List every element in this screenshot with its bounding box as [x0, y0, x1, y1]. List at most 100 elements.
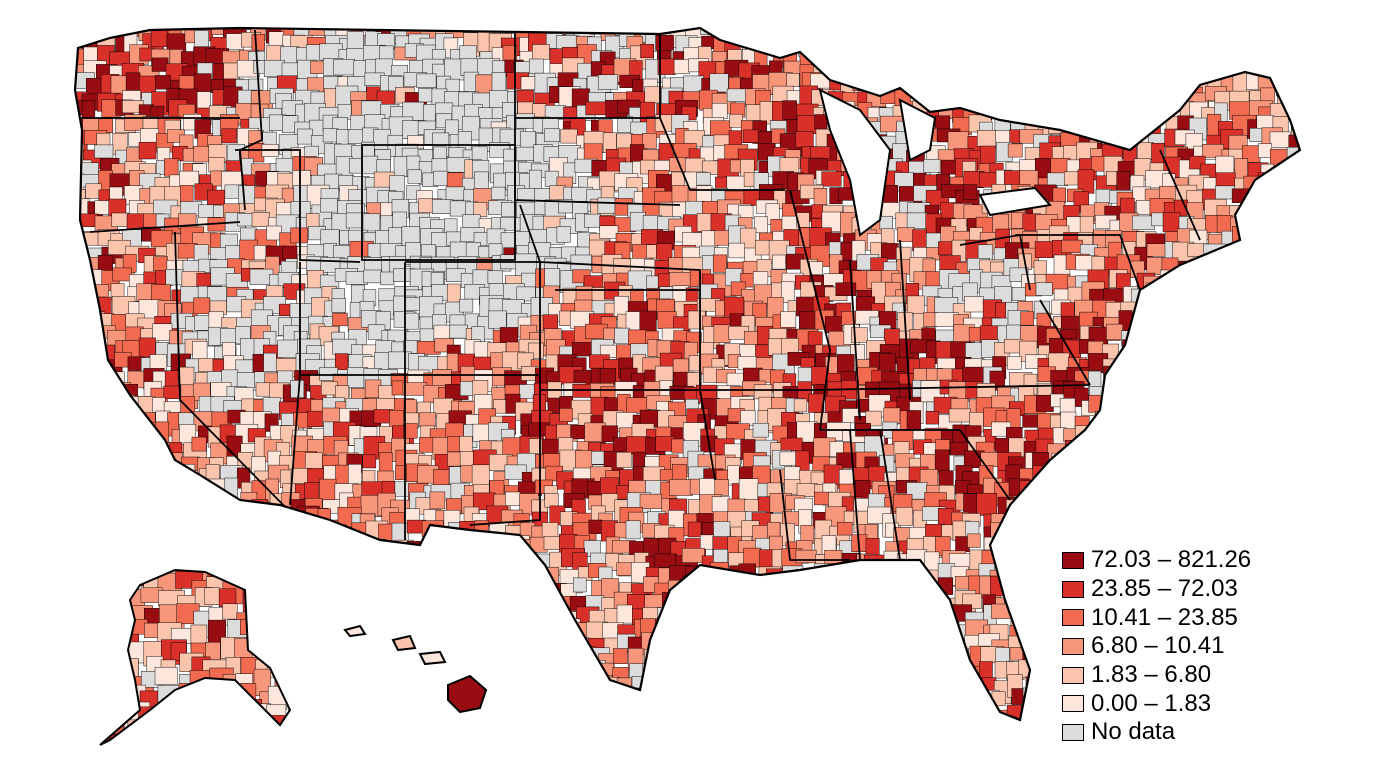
county-cell: [1033, 687, 1048, 707]
county-cell: [1241, 215, 1264, 230]
county-cell: [1260, 596, 1275, 618]
county-cell: [94, 634, 117, 651]
county-cell: [1232, 243, 1248, 263]
county-cell: [885, 569, 901, 587]
county-cell: [513, 719, 528, 720]
county-cell: [1203, 499, 1219, 522]
county-cell: [393, 604, 408, 620]
county-cell: [1165, 453, 1180, 478]
county-cell: [924, 87, 948, 102]
county-cell: [628, 707, 646, 720]
county-cell: [1229, 33, 1244, 57]
county-cell: [710, 663, 726, 688]
county-cell: [250, 621, 270, 641]
county-cell: [924, 30, 938, 45]
county-cell: [922, 258, 936, 274]
county-cell: [936, 85, 959, 106]
county-cell: [856, 594, 881, 611]
county-cell: [83, 695, 107, 718]
county-cell: [1132, 331, 1151, 348]
county-cell: [1065, 512, 1080, 530]
county-cell: [934, 449, 950, 472]
county-cell: [864, 638, 886, 657]
county-cell: [1299, 663, 1300, 687]
county-cell: [1297, 478, 1300, 494]
county-cell: [938, 57, 960, 82]
county-cell: [514, 253, 539, 277]
county-cell: [768, 680, 789, 696]
county-cell: [948, 709, 971, 720]
county-cell: [75, 631, 86, 657]
county-cell: [1241, 395, 1257, 417]
county-cell: [1206, 485, 1223, 503]
county-cell: [249, 539, 270, 558]
county-cell: [1163, 525, 1179, 542]
county-cell: [1033, 260, 1047, 275]
county-cell: [1017, 592, 1034, 612]
county-cell: [1263, 637, 1278, 656]
county-cell: [1270, 394, 1289, 418]
county-cell: [1303, 178, 1320, 201]
county-cell: [1095, 411, 1119, 434]
county-cell: [739, 705, 756, 720]
county-cell: [86, 702, 111, 720]
county-cell: [79, 651, 95, 669]
county-cell: [1161, 379, 1179, 400]
county-cell: [1301, 275, 1324, 299]
county-cell: [1103, 409, 1120, 432]
county-cell: [515, 649, 530, 666]
county-cell: [727, 648, 747, 663]
county-cell: [250, 734, 270, 745]
county-cell: [1009, 548, 1033, 571]
county-cell: [406, 548, 422, 568]
county-cell: [868, 706, 887, 720]
county-cell: [906, 212, 928, 229]
county-cell: [209, 715, 225, 720]
county-cell: [1011, 688, 1031, 705]
county-cell: [75, 709, 82, 720]
legend-swatch: [1062, 609, 1084, 627]
county-cell: [1190, 369, 1214, 392]
county-cell: [99, 578, 120, 600]
county-cell: [795, 647, 819, 662]
county-cell: [464, 547, 480, 570]
county-cell: [1134, 386, 1149, 408]
county-cell: [1215, 394, 1237, 418]
county-cell: [953, 674, 975, 697]
county-cell: [1148, 104, 1169, 120]
county-cell: [319, 595, 336, 615]
county-cell: [1302, 256, 1315, 275]
county-cell: [1232, 400, 1250, 415]
county-cell: [556, 226, 571, 243]
county-cell: [1006, 324, 1022, 342]
county-cell: [810, 632, 829, 649]
county-cell: [993, 536, 1009, 559]
county-cell: [1075, 28, 1092, 40]
county-cell: [153, 535, 175, 551]
county-cell: [1192, 408, 1214, 433]
county-cell: [1203, 28, 1223, 40]
county-cell: [1203, 273, 1227, 292]
county-cell: [297, 693, 312, 708]
county-cell: [753, 384, 773, 400]
county-cell: [1104, 455, 1126, 477]
county-cell: [1247, 189, 1263, 205]
county-cell: [1298, 409, 1300, 431]
county-cell: [863, 554, 886, 572]
county-cell: [795, 131, 814, 148]
county-cell: [236, 565, 250, 585]
county-cell: [1277, 163, 1295, 184]
county-cell: [669, 709, 687, 720]
county-cell: [584, 213, 601, 228]
county-cell: [1301, 397, 1324, 420]
county-cell: [180, 185, 194, 204]
county-cell: [251, 34, 266, 51]
county-cell: [75, 678, 87, 695]
county-cell: [335, 590, 357, 614]
county-cell: [82, 471, 100, 490]
county-cell: [919, 61, 943, 76]
county-cell: [459, 298, 474, 313]
county-cell: [75, 526, 90, 543]
county-cell: [1286, 303, 1300, 320]
county-cell: [165, 483, 179, 503]
